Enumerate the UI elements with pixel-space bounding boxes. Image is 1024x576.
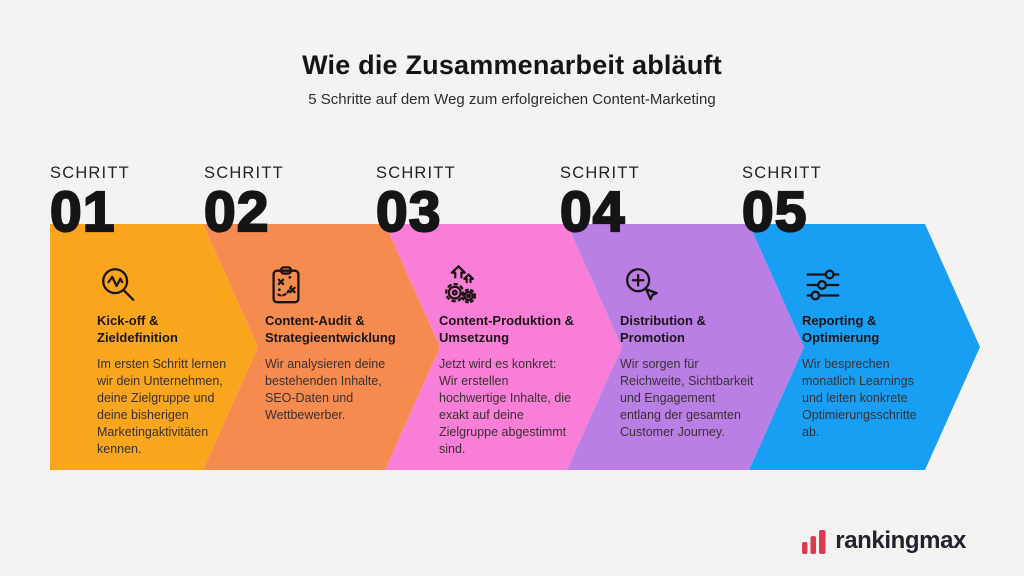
step-heading: Kick-off & Zieldefinition (97, 313, 178, 345)
step-label: SCHRITT (50, 164, 130, 182)
step-label: SCHRITT (560, 164, 640, 182)
step-label: SCHRITT (742, 164, 822, 182)
step-content-01: Kick-off & Zieldefinition Im ersten Schr… (97, 264, 265, 459)
step-heading: Content-Produktion & Umsetzung (439, 313, 575, 345)
step-number: 05 (741, 180, 808, 244)
step-label: SCHRITT (376, 164, 456, 182)
brand-name: rankingmax (835, 527, 966, 554)
gears-arrow-icon (439, 264, 481, 306)
step-content-03: Content-Produktion & Umsetzung Jetzt wir… (439, 264, 607, 459)
step-number: 01 (49, 180, 116, 244)
step-header-03: SCHRITT 03 (375, 164, 456, 244)
step-body: Wir sorgen für Reichweite, Sichtbarkeit … (620, 356, 754, 440)
step-body: Im ersten Schritt lernen wir dein Untern… (97, 356, 227, 457)
step-content-04: Distribution & Promotion Wir sorgen für … (620, 264, 788, 441)
strategy-clipboard-icon (265, 264, 307, 306)
step-body: Wir besprechen monatlich Learnings und l… (802, 356, 917, 440)
infographic-header: Wie die Zusammenarbeit abläuft 5 Schritt… (0, 50, 1024, 108)
step-heading: Distribution & Promotion (620, 313, 706, 345)
step-body: Jetzt wird es konkret: Wir erstellen hoc… (439, 356, 572, 457)
step-header-02: SCHRITT 02 (203, 164, 284, 244)
step-body: Wir analysieren deine bestehenden Inhalt… (265, 356, 386, 423)
step-label: SCHRITT (204, 164, 284, 182)
step-content-05: Reporting & Optimierung Wir besprechen m… (802, 264, 970, 441)
step-number: 04 (559, 180, 626, 244)
magnifier-pulse-icon (97, 264, 139, 306)
step-heading: Reporting & Optimierung (802, 313, 880, 345)
step-number: 02 (203, 180, 270, 244)
bar-chart-icon (801, 528, 828, 555)
step-number: 03 (375, 180, 442, 244)
step-header-01: SCHRITT 01 (49, 164, 130, 244)
page-title: Wie die Zusammenarbeit abläuft (302, 50, 722, 80)
page-subtitle: 5 Schritte auf dem Weg zum erfolgreichen… (308, 91, 716, 108)
step-heading: Content-Audit & Strategieentwicklung (265, 313, 396, 345)
step-content-02: Content-Audit & Strategieentwicklung Wir… (265, 264, 433, 424)
sliders-icon (802, 264, 844, 306)
plus-circle-cursor-icon (620, 264, 662, 306)
brand-logo: rankingmax (801, 527, 966, 555)
step-header-05: SCHRITT 05 (741, 164, 822, 244)
step-header-04: SCHRITT 04 (559, 164, 640, 244)
